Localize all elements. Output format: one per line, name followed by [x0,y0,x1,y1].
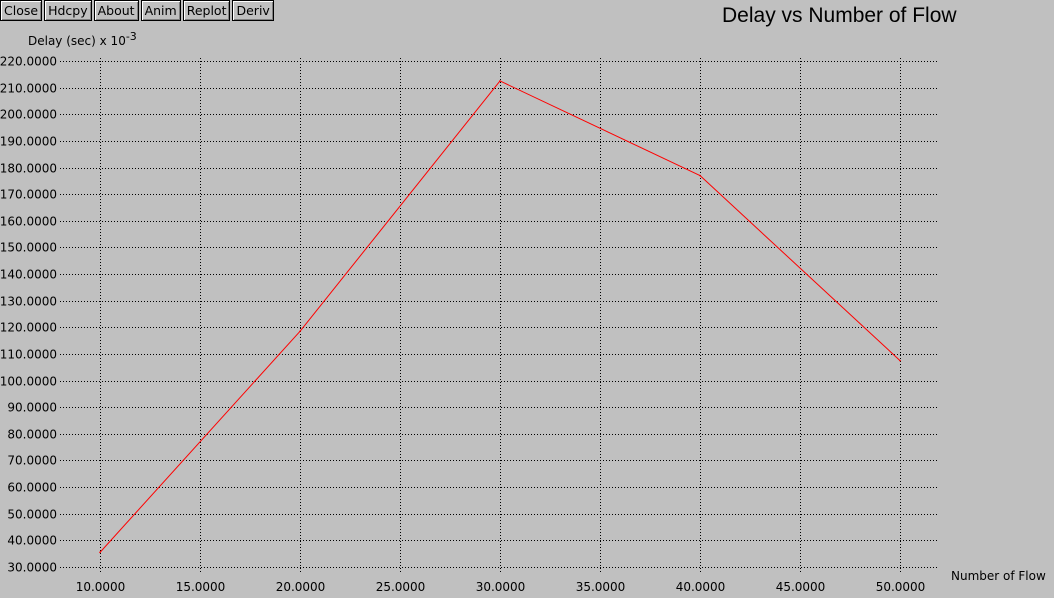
data-point [299,330,301,333]
x-tick-label: 35.0000 [576,580,626,594]
y-tick-label: 200.0000 [0,108,57,122]
y-tick-label: 130.0000 [0,295,57,309]
y-tick-label: 40.0000 [7,534,57,548]
x-tick-label: 10.0000 [76,580,126,594]
y-tick-label: 210.0000 [0,82,57,96]
y-tick-label: 70.0000 [7,454,57,468]
data-point [699,174,701,177]
tick-labels: 30.0000 40.0000 50.0000 60.0000 70.0000 80.00… [0,55,925,595]
x-axis-label: Number of Flow [951,569,1046,583]
data-point [499,80,501,82]
y-tick-label: 90.0000 [7,401,57,415]
y-tick-label: 220.0000 [0,55,57,69]
chart-title: Delay vs Number of Flow [722,4,957,27]
y-tick-label: 110.0000 [0,348,57,362]
y-tick-label: 140.0000 [0,268,57,282]
y-tick-label: 100.0000 [0,375,57,389]
y-tick-label: 190.0000 [0,135,57,149]
data-point [99,551,101,554]
y-tick-label: 60.0000 [7,481,57,495]
replot-button[interactable]: Replot [182,0,231,21]
y-axis-label-text: Delay (sec) x 10 [28,34,126,48]
x-tick-label: 50.0000 [876,580,926,594]
series-line-segment [99,330,301,553]
y-axis-label: Delay (sec) x 10-3 [28,30,137,48]
y-tick-label: 120.0000 [0,321,57,335]
y-tick-label: 80.0000 [7,428,57,442]
y-tick-label: 170.0000 [0,188,57,202]
anim-button[interactable]: Anim [140,0,181,21]
y-axis-label-exponent: -3 [125,30,137,43]
y-tick-label: 30.0000 [7,561,57,575]
toolbar: Close Hdcpy About Anim Replot Deriv [0,0,274,22]
y-tick-label: 180.0000 [0,162,57,176]
about-button[interactable]: About [93,0,139,21]
y-tick-label: 160.0000 [0,215,57,229]
series-line-segment [299,80,501,332]
data-point [899,359,901,362]
x-tick-label: 30.0000 [476,580,526,594]
x-tick-label: 25.0000 [376,580,426,594]
x-tick-label: 40.0000 [676,580,726,594]
y-tick-label: 150.0000 [0,241,57,255]
deriv-button[interactable]: Deriv [232,0,274,21]
series-layer [99,80,901,554]
close-button[interactable]: Close [0,0,43,21]
x-tick-label: 45.0000 [776,580,826,594]
x-tick-label: 15.0000 [176,580,226,594]
series-line-segment [699,175,901,361]
hdcpy-button[interactable]: Hdcpy [44,0,92,21]
series-line-segment [499,80,701,176]
grid [60,58,938,572]
x-tick-label: 20.0000 [276,580,326,594]
y-tick-label: 50.0000 [7,508,57,522]
